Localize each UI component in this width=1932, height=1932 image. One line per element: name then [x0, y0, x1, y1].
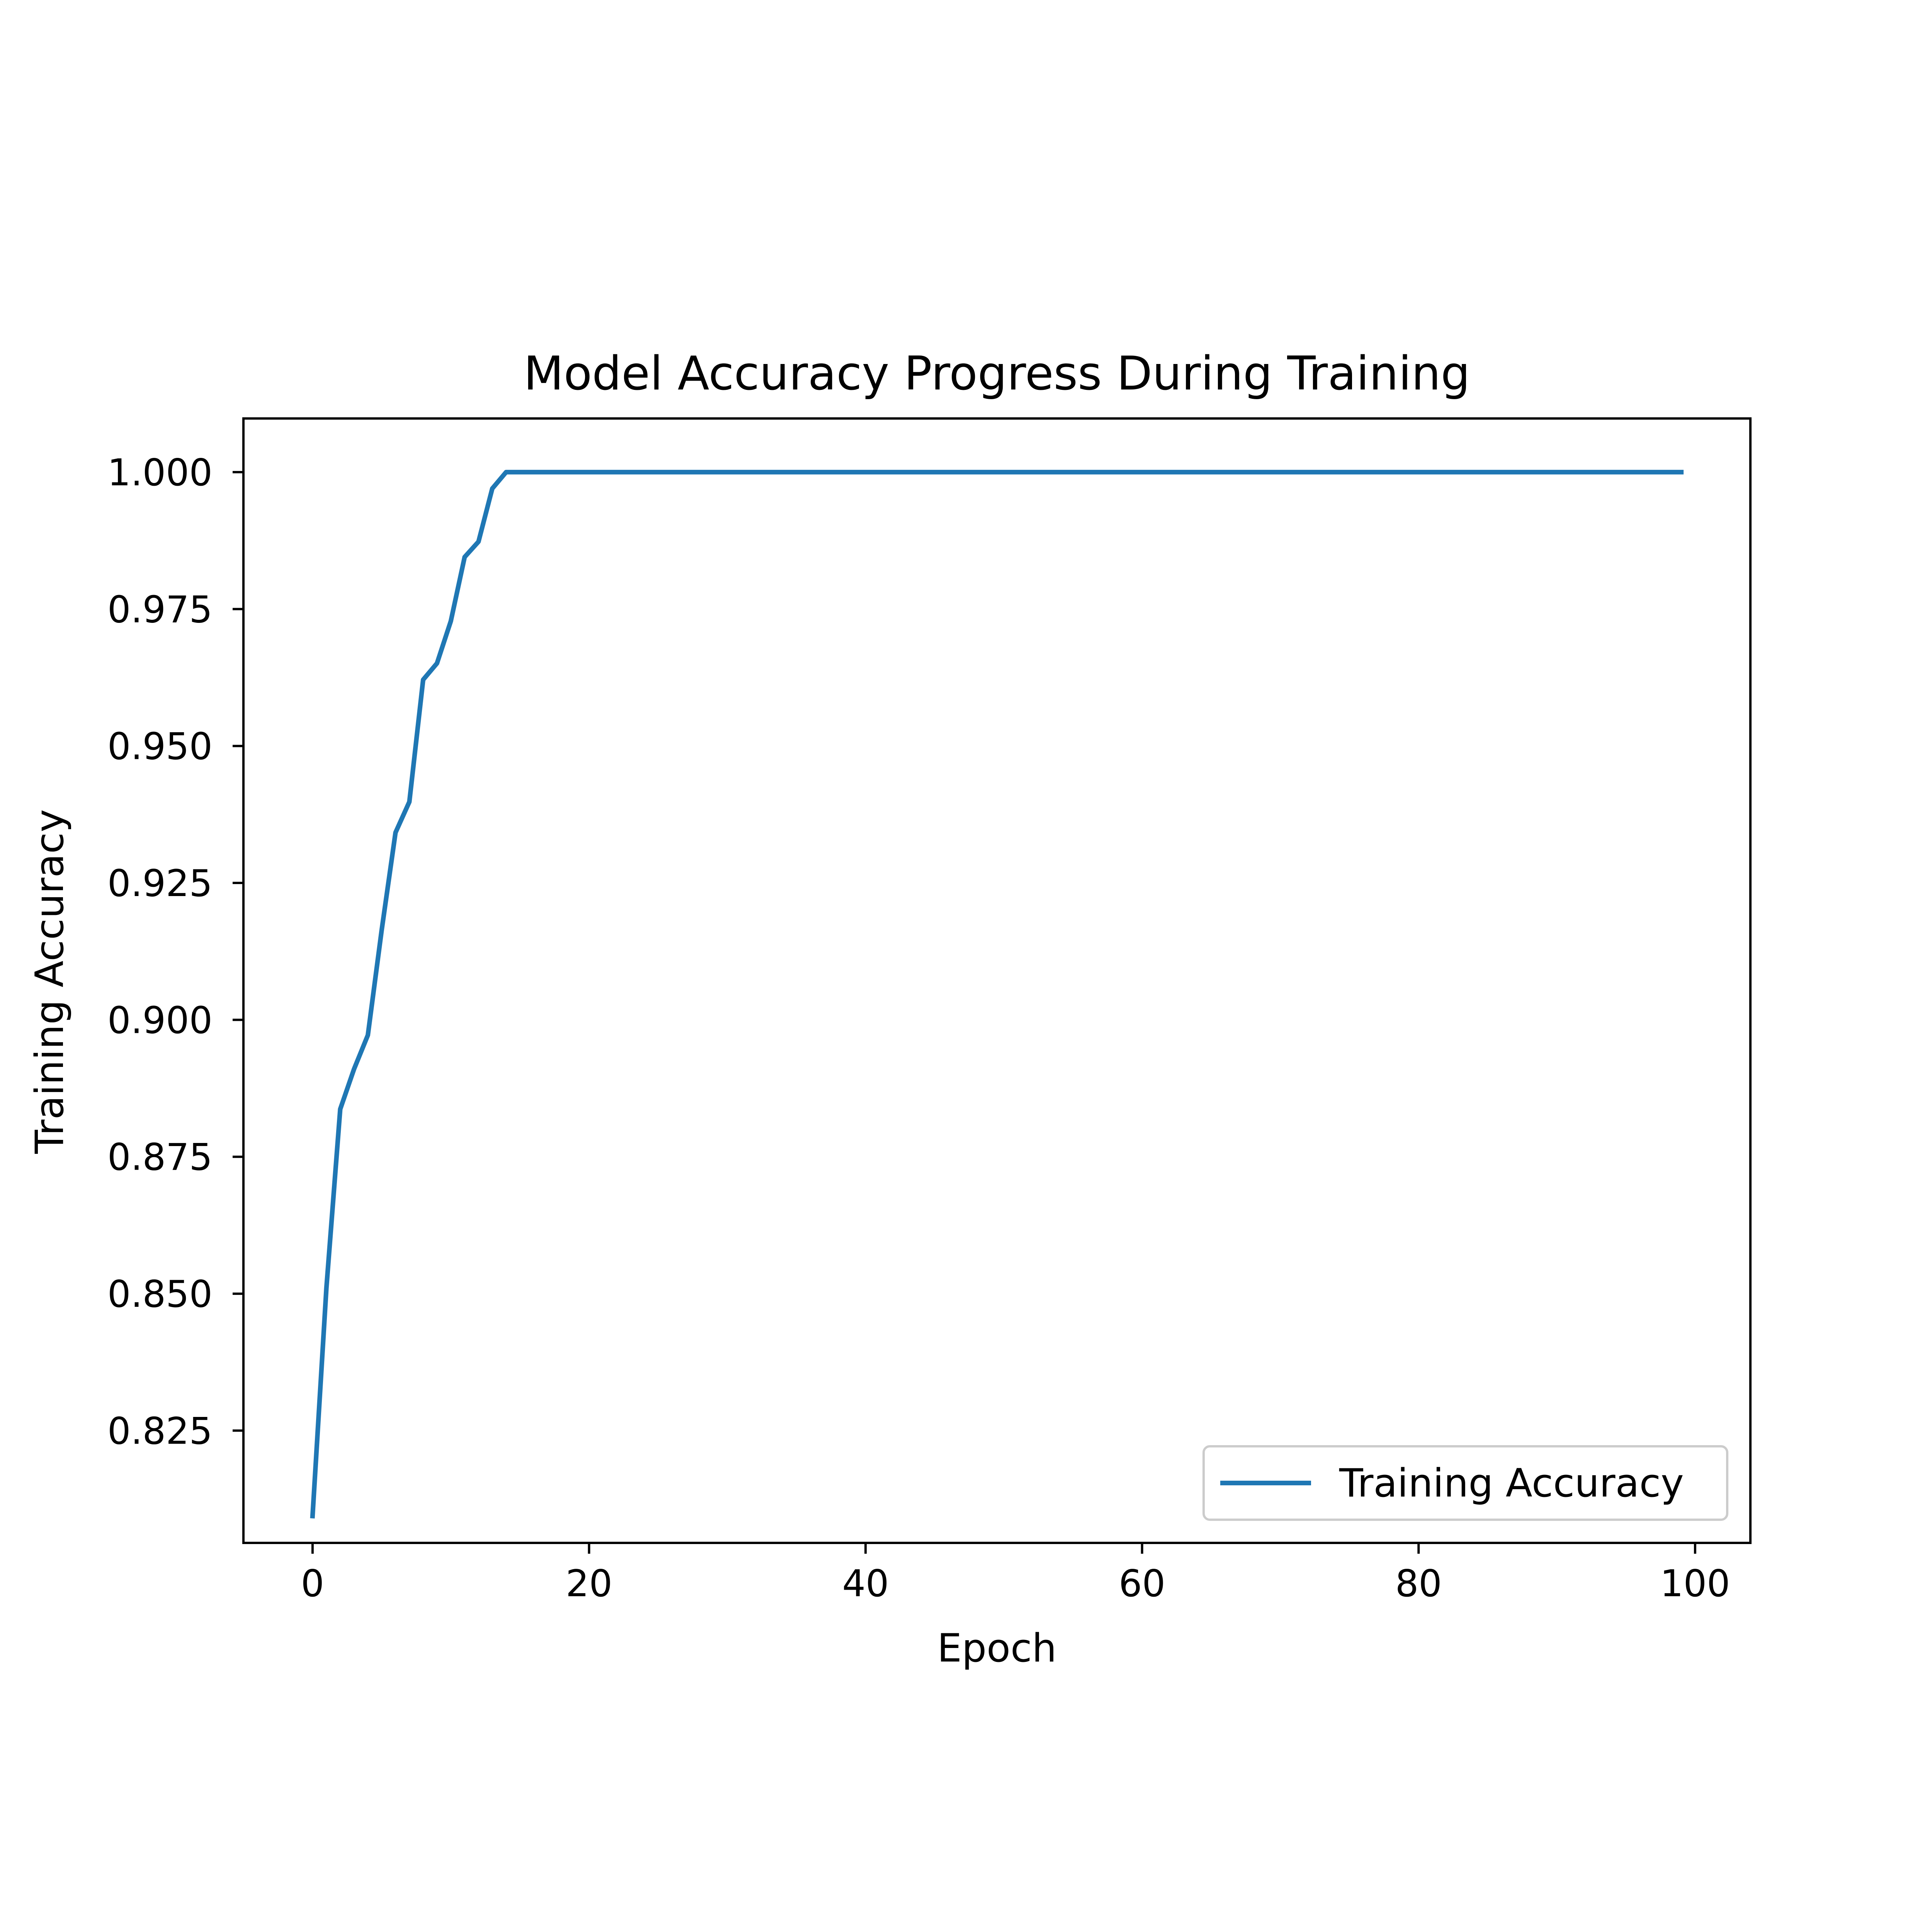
y-tick-label: 0.850 — [107, 1273, 213, 1316]
x-axis-title: Epoch — [937, 1625, 1056, 1671]
y-tick-label: 0.825 — [107, 1410, 213, 1452]
x-tick-label: 80 — [1395, 1563, 1442, 1605]
x-tick-label: 40 — [842, 1563, 889, 1605]
y-tick-label: 1.000 — [107, 452, 213, 494]
x-axis: 0 20 40 60 80 100 — [301, 1543, 1730, 1605]
legend: Training Accuracy — [1202, 1445, 1728, 1521]
y-tick-label: 0.900 — [107, 999, 213, 1042]
x-tick-label: 100 — [1660, 1563, 1730, 1605]
legend-box — [1202, 1445, 1728, 1521]
y-tick-label: 0.875 — [107, 1136, 213, 1179]
y-axis: 0.825 0.850 0.875 0.900 0.925 0.950 0.975 1.000 — [107, 452, 243, 1452]
x-tick-label: 20 — [566, 1563, 612, 1605]
y-tick-label: 0.925 — [107, 862, 213, 905]
plot-area-frame — [242, 417, 1752, 1544]
y-tick-label: 0.950 — [107, 726, 213, 768]
y-tick-label: 0.975 — [107, 588, 213, 631]
y-axis-title: Training Accuracy — [27, 809, 72, 1154]
legend-label-training-accuracy: Training Accuracy — [1339, 1460, 1684, 1506]
x-tick-label: 0 — [301, 1563, 324, 1605]
x-tick-label: 60 — [1119, 1563, 1165, 1605]
chart-title: Model Accuracy Progress During Training — [524, 347, 1470, 401]
series-line-training-accuracy — [310, 469, 1684, 1519]
